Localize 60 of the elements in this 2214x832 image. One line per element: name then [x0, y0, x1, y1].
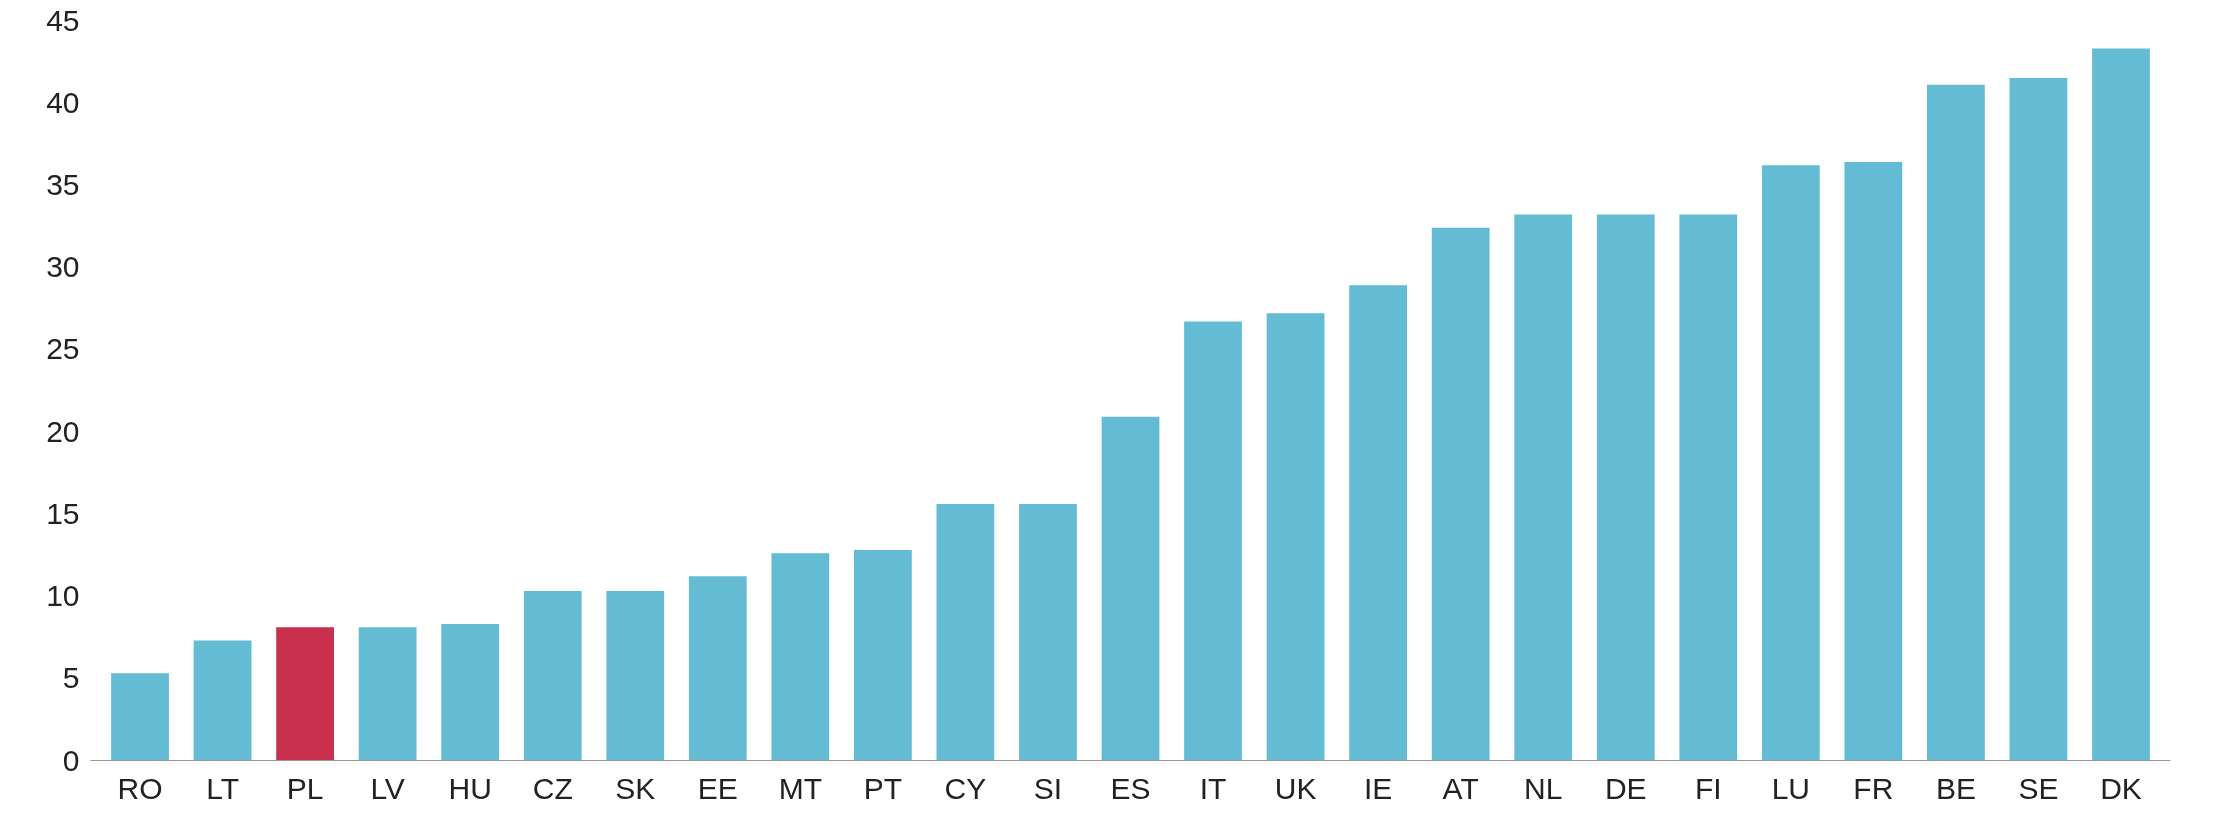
bar [193, 640, 252, 761]
bar [771, 553, 830, 761]
x-tick-label: SE [2018, 771, 2059, 805]
x-tick-label: LV [370, 771, 405, 805]
x-tick-label: SK [615, 771, 656, 805]
x-tick-label: PT [863, 771, 903, 805]
x-tick-label: HU [448, 771, 492, 805]
bar [1761, 165, 1820, 761]
y-tick-label: 5 [62, 661, 80, 695]
y-tick-label: 40 [46, 85, 80, 119]
x-tick-label: DK [2100, 771, 2142, 805]
bar [853, 550, 912, 761]
bar [1184, 321, 1242, 761]
bar [606, 591, 665, 761]
bar [936, 503, 995, 761]
bar [1596, 214, 1655, 761]
x-tick-label: LU [1771, 771, 1810, 805]
x-tick-label: BE [1935, 771, 1976, 805]
bar [688, 576, 747, 761]
y-tick-label: 25 [46, 332, 80, 366]
y-tick-label: 35 [46, 167, 80, 201]
x-tick-label: DE [1604, 771, 1647, 805]
y-tick-label: 10 [46, 579, 80, 613]
x-tick-label: UK [1274, 771, 1317, 805]
x-tick-label: LT [206, 771, 239, 805]
x-tick-label: IT [1199, 771, 1227, 805]
x-tick-label: MT [778, 771, 823, 805]
bar [1514, 214, 1573, 761]
bar [2009, 78, 2068, 761]
bar [1266, 313, 1325, 761]
bar [1679, 214, 1738, 761]
x-tick-label: CZ [532, 771, 573, 805]
y-tick-label: 15 [46, 496, 80, 530]
x-tick-label: NL [1524, 771, 1563, 805]
x-tick-label: ES [1110, 771, 1151, 805]
x-tick-label: SI [1033, 771, 1063, 805]
x-tick-label: RO [117, 771, 163, 805]
x-tick-label: EE [697, 771, 738, 805]
bar [1927, 84, 1985, 761]
bar [1349, 285, 1408, 761]
bar [276, 627, 334, 761]
bar [441, 624, 500, 761]
x-tick-label: FR [1853, 771, 1894, 805]
x-tick-label: PL [286, 771, 324, 805]
y-tick-label: 45 [46, 3, 80, 37]
y-tick-label: 0 [62, 743, 80, 777]
x-tick-label: AT [1442, 771, 1479, 805]
y-tick-label: 30 [46, 250, 80, 284]
bar [2092, 48, 2150, 761]
y-tick-label: 20 [46, 414, 80, 448]
bar [358, 627, 417, 761]
bar [111, 673, 169, 761]
bar [1431, 227, 1490, 761]
x-tick-label: FI [1694, 771, 1722, 805]
bar [1019, 503, 1077, 761]
bar [1844, 161, 1903, 761]
x-tick-label: CY [944, 771, 987, 805]
bar [1101, 416, 1160, 761]
bar [523, 591, 582, 761]
x-tick-label: IE [1363, 771, 1393, 805]
